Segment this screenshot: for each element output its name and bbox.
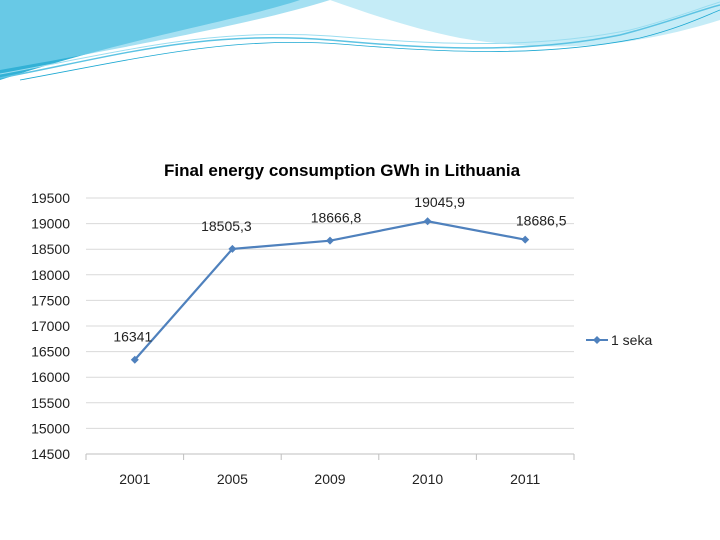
- data-label: 19045,9: [414, 194, 465, 210]
- wave-line-2: [0, 1, 720, 75]
- y-tick-label: 18000: [31, 267, 70, 283]
- header-wave-decoration: [0, 0, 720, 81]
- x-axis: [85, 453, 575, 460]
- data-label: 16341: [113, 329, 152, 345]
- x-tick-label: 2009: [314, 471, 345, 487]
- y-tick-label: 17000: [31, 318, 70, 334]
- data-point-marker: [326, 236, 334, 245]
- x-axis-ticks: 2001 2005 2009 2010 2011: [119, 471, 540, 487]
- y-tick-label: 16000: [31, 369, 70, 385]
- y-tick-label: 19500: [31, 190, 70, 206]
- y-tick-label: 14500: [31, 446, 70, 462]
- data-point-marker: [521, 235, 530, 244]
- y-tick-label: 16500: [31, 344, 70, 360]
- x-tick-label: 2005: [217, 471, 248, 487]
- legend-label: 1 seka: [611, 332, 652, 348]
- y-tick-label: 19000: [31, 216, 70, 232]
- y-axis-ticks: 14500 15000 15500 16000 16500 17000 17500 18000…: [31, 190, 70, 462]
- series-1: [130, 217, 530, 364]
- y-tick-label: 18500: [31, 241, 70, 257]
- data-point-marker: [423, 217, 432, 226]
- chart-title: Final energy consumption GWh in Lithuani…: [164, 161, 521, 180]
- x-tick-label: 2010: [412, 471, 443, 487]
- grid-lines: [86, 197, 574, 455]
- x-tick-label: 2001: [119, 471, 150, 487]
- data-labels: 16341 18505,3 18666,8 19045,9 18686,5: [113, 194, 566, 344]
- wave-line-3: [19, 9, 720, 81]
- data-label: 18666,8: [311, 210, 362, 226]
- data-point-marker: [130, 355, 139, 364]
- y-tick-label: 17500: [31, 292, 70, 308]
- data-label: 18505,3: [201, 218, 252, 234]
- data-label: 18686,5: [516, 213, 567, 229]
- wave-fill-light: [0, 0, 330, 70]
- x-tick-label: 2011: [510, 471, 540, 487]
- data-point-marker: [228, 244, 237, 253]
- legend-marker: [593, 336, 601, 344]
- y-tick-label: 15000: [31, 420, 70, 436]
- y-tick-label: 15500: [31, 395, 70, 411]
- wave-line-1: [0, 4, 720, 79]
- legend: 1 seka: [586, 332, 652, 348]
